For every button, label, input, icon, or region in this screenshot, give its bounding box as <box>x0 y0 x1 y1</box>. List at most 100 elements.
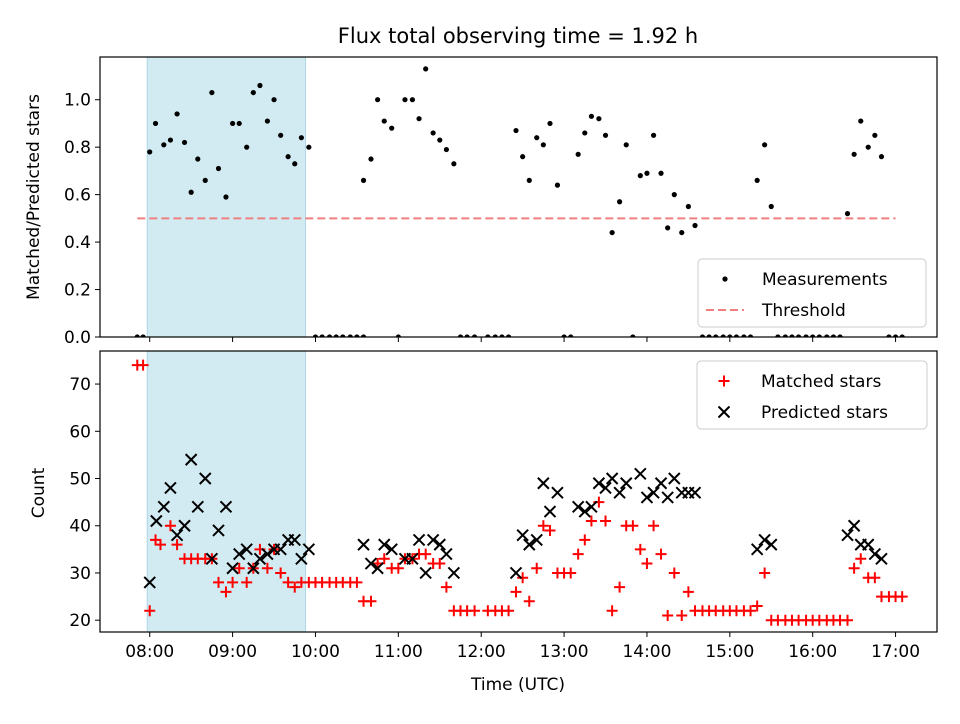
top-dot-point-42 <box>416 116 422 122</box>
bottom-plus-point-19 <box>261 562 273 574</box>
bottom-x-point-45 <box>578 505 592 518</box>
top-dot-point-24 <box>298 135 304 141</box>
bottom-x-point-69 <box>875 552 888 566</box>
bottom-x-point-1 <box>150 514 163 528</box>
top-dot-point-34 <box>360 177 367 183</box>
bottom-ytick-label-4: 60 <box>69 422 91 442</box>
top-dot-point-110 <box>892 334 899 337</box>
bottom-legend-marker-0 <box>718 375 730 387</box>
top-dot-point-48 <box>457 334 464 337</box>
bottom-plus-point-103 <box>848 562 860 574</box>
top-dot-point-109 <box>886 334 892 337</box>
top-dot-point-15 <box>236 120 242 127</box>
top-dot-point-92 <box>768 203 774 210</box>
bottom-x-point-61 <box>750 543 764 556</box>
top-dot-point-74 <box>644 170 650 176</box>
top-dot-point-89 <box>747 334 754 337</box>
top-dot-point-88 <box>741 334 747 337</box>
bottom-plus-point-79 <box>682 586 694 598</box>
top-dot-point-111 <box>899 334 905 337</box>
bottom-x-point-28 <box>385 543 398 556</box>
bottom-plus-point-16 <box>241 576 253 588</box>
top-dot-point-107 <box>872 132 878 138</box>
bottom-x-point-5 <box>178 519 191 532</box>
top-dot-point-104 <box>851 151 857 157</box>
top-dot-point-79 <box>679 229 685 236</box>
bottom-x-point-4 <box>170 528 184 542</box>
bottom-plus-point-6 <box>171 539 183 551</box>
top-dot-point-71 <box>623 142 629 148</box>
top-dot-point-81 <box>692 222 698 229</box>
bottom-x-point-3 <box>164 481 177 495</box>
xtick-label-9: 17:00 <box>871 642 920 662</box>
top-y-axis-label: Matched/Predicted stars <box>24 94 44 300</box>
top-dot-point-11 <box>209 89 215 96</box>
bottom-x-point-65 <box>847 519 861 532</box>
top-dot-point-46 <box>443 146 450 153</box>
bottom-plus-point-89 <box>751 600 763 612</box>
bottom-x-point-17 <box>261 547 274 561</box>
top-dot-point-32 <box>354 334 360 337</box>
top-dot-point-93 <box>775 334 781 337</box>
bottom-x-point-34 <box>433 538 446 551</box>
top-dot-point-26 <box>312 334 319 337</box>
top-dot-point-36 <box>375 97 381 103</box>
bottom-plus-point-5 <box>164 520 176 532</box>
top-dot-point-27 <box>319 334 325 337</box>
top-dot-point-76 <box>658 170 664 176</box>
top-dot-point-85 <box>720 334 726 337</box>
top-dot-point-10 <box>202 177 208 183</box>
top-dot-point-91 <box>762 142 768 148</box>
top-dot-point-53 <box>499 334 505 337</box>
bottom-ytick-label-0: 20 <box>69 611 91 631</box>
bottom-x-point-27 <box>378 538 391 551</box>
bottom-x-point-55 <box>654 477 668 490</box>
bottom-plus-point-76 <box>662 609 674 621</box>
top-dot-point-62 <box>561 334 567 337</box>
top-dot-point-37 <box>381 118 387 124</box>
bottom-x-point-53 <box>640 491 654 504</box>
bottom-x-point-23 <box>302 543 316 556</box>
bottom-x-point-54 <box>647 486 660 499</box>
top-dot-point-56 <box>520 154 526 160</box>
top-dot-point-55 <box>513 127 519 134</box>
bottom-x-point-48 <box>599 481 612 495</box>
top-dot-point-69 <box>609 229 615 236</box>
bottom-plus-point-65 <box>585 515 597 527</box>
top-dot-point-99 <box>816 334 822 337</box>
bottom-x-point-24 <box>357 538 370 551</box>
bottom-ytick-label-3: 50 <box>69 470 91 490</box>
top-ytick-label-0: 0.0 <box>64 328 91 348</box>
bottom-plus-point-59 <box>544 524 556 536</box>
top-dot-point-19 <box>264 118 270 124</box>
bottom-plus-point-14 <box>227 576 239 588</box>
bottom-x-point-44 <box>571 500 585 514</box>
bottom-plus-point-106 <box>869 572 881 584</box>
top-dot-point-31 <box>347 334 353 337</box>
bottom-plus-point-2 <box>144 605 156 617</box>
top-ytick-label-3: 0.6 <box>64 186 91 206</box>
bottom-plus-point-64 <box>579 534 591 546</box>
top-dot-point-7 <box>181 139 188 146</box>
top-dot-point-86 <box>727 334 733 337</box>
top-dot-point-87 <box>733 334 740 337</box>
bottom-plus-point-3 <box>150 534 162 546</box>
bottom-x-point-15 <box>247 562 260 575</box>
bottom-plus-point-13 <box>220 586 232 598</box>
top-dot-point-35 <box>368 156 374 162</box>
top-dot-point-30 <box>340 334 346 337</box>
top-dot-point-72 <box>630 334 636 337</box>
top-dot-point-2 <box>147 149 153 155</box>
top-dot-point-83 <box>706 334 712 337</box>
bottom-plus-point-78 <box>676 609 688 621</box>
top-dot-point-39 <box>395 334 401 337</box>
top-dot-point-28 <box>326 334 333 337</box>
bottom-x-point-46 <box>585 500 598 514</box>
bottom-x-point-52 <box>634 467 647 480</box>
top-plot-area <box>134 57 905 337</box>
top-dot-point-40 <box>402 97 408 103</box>
top-dot-point-60 <box>547 120 553 127</box>
bottom-x-point-36 <box>447 566 461 580</box>
bottom-plus-point-23 <box>289 581 301 593</box>
